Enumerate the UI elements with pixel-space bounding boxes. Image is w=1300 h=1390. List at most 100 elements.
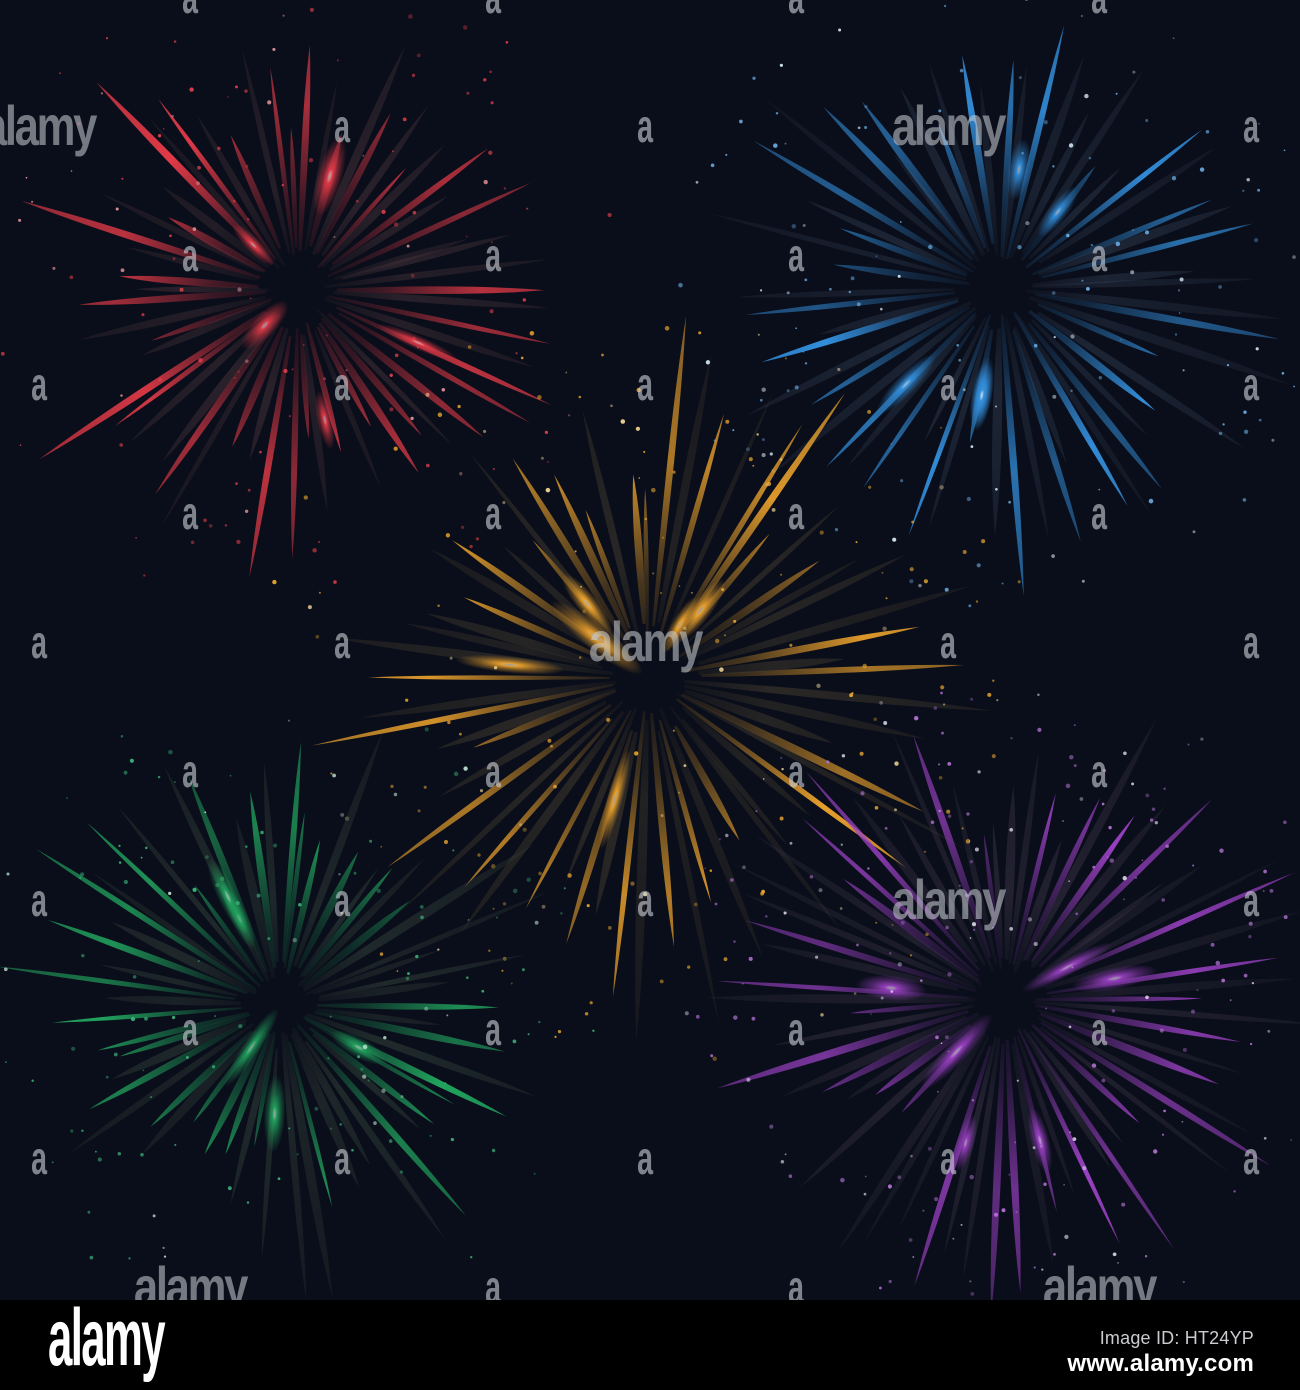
firework-sparkle — [1065, 783, 1071, 789]
firework-sparkle — [1080, 14, 1084, 18]
firework-sparkle — [601, 353, 604, 357]
firework-ray — [305, 1012, 538, 1097]
firework-sparkle — [900, 479, 904, 483]
firework-sparkle — [150, 1096, 153, 1099]
firework-sparkle — [733, 619, 737, 623]
firework-sparkle — [1043, 1182, 1047, 1186]
firework-ray — [341, 234, 511, 280]
firework-sparkle — [129, 758, 134, 763]
firework-sparkle — [725, 153, 728, 156]
firework-ray — [297, 858, 425, 988]
firework-sparkle — [729, 878, 734, 882]
firework-sparkle — [493, 666, 498, 670]
firework-sparkle — [802, 351, 805, 353]
firework-sparkle — [890, 990, 894, 993]
firework-sparkle — [687, 965, 691, 969]
firework-sparkle — [592, 1029, 595, 1032]
firework-sparkle — [394, 353, 399, 358]
firework-sparkle — [933, 706, 938, 710]
firework-gold — [272, 316, 1021, 1061]
firework-sparkle — [405, 698, 409, 702]
firework-sparkle — [51, 1161, 54, 1164]
firework-ray — [135, 286, 269, 293]
firework-ray — [141, 300, 271, 356]
firework-glow — [1071, 964, 1158, 993]
firework-sparkle — [130, 1016, 136, 1022]
firework-sparkle — [1037, 693, 1040, 697]
firework-sparkle — [1068, 1025, 1072, 1029]
firework-sparkle — [544, 430, 549, 435]
firework-sparkle — [117, 1151, 122, 1156]
firework-sparkle — [152, 1214, 156, 1218]
firework-sparkle — [1001, 1208, 1006, 1213]
firework-sparkle — [781, 767, 784, 771]
firework-sparkle — [1149, 818, 1154, 822]
firework-sparkle — [113, 1052, 118, 1057]
firework-sparkle — [3, 967, 8, 972]
firework-ray — [302, 868, 393, 978]
firework-sparkle — [1070, 389, 1073, 392]
firework-glow — [598, 749, 631, 850]
firework-sparkle — [89, 1255, 94, 1260]
firework-sparkle — [234, 377, 236, 379]
firework-sparkle — [369, 839, 373, 843]
firework-sparkle — [1123, 751, 1127, 756]
firework-ray — [980, 84, 999, 256]
firework-ray — [270, 67, 295, 256]
firework-sparkle — [870, 1013, 872, 1015]
firework-sparkle — [941, 731, 944, 735]
firework-sparkle — [339, 1123, 342, 1126]
firework-sparkle — [779, 573, 783, 576]
firework-sparkle — [362, 1074, 367, 1079]
firework-sparkle — [683, 626, 687, 630]
firework-sparkle — [958, 884, 961, 887]
firework-ray — [225, 1033, 271, 1155]
firework-ray — [312, 683, 614, 746]
firework-sparkle — [607, 212, 612, 218]
firework-sparkle — [969, 1280, 972, 1283]
firework-sparkle — [128, 1257, 131, 1260]
firework-sparkle — [244, 89, 248, 93]
firework-sparkle — [519, 823, 523, 827]
firework-ray — [290, 1032, 360, 1188]
firework-ray — [78, 290, 267, 305]
firework-sparkle — [888, 1279, 892, 1284]
firework-sparkle — [192, 227, 197, 231]
firework-sparkle — [6, 872, 10, 876]
firework-sparkle — [643, 450, 646, 453]
firework-sparkle — [1132, 229, 1135, 232]
firework-sparkle — [775, 111, 779, 115]
firework-ray — [311, 45, 406, 256]
firework-ray — [305, 890, 551, 995]
firework-ray — [772, 1004, 974, 1046]
firework-ray — [802, 818, 980, 978]
firework-ray — [732, 862, 974, 986]
firework-sparkle — [466, 91, 470, 95]
firework-sparkle — [759, 398, 763, 402]
firework-ray — [293, 730, 384, 967]
firework-sparkle — [864, 1175, 867, 1178]
firework-ray — [741, 893, 977, 990]
firework-sparkle — [459, 472, 463, 476]
firework-sparkle — [1181, 1120, 1184, 1123]
firework-ray — [1012, 793, 1056, 966]
firework-glow — [241, 300, 289, 350]
firework-sparkle — [947, 1050, 950, 1053]
firework-sparkle — [784, 142, 787, 145]
firework-sparkle — [725, 419, 730, 424]
firework-ray — [683, 689, 833, 744]
firework-sparkle — [867, 409, 872, 414]
firework-sparkle — [1084, 93, 1089, 99]
firework-sparkle — [693, 902, 698, 907]
firework-sparkle — [723, 957, 728, 962]
firework-sparkle — [855, 541, 858, 544]
firework-sparkle — [944, 587, 949, 592]
alamy-url: www.alamy.com — [1067, 1350, 1254, 1377]
firework-ray — [1032, 199, 1212, 276]
firework-ray — [1032, 1000, 1300, 1025]
firework-ray — [683, 684, 925, 739]
firework-sparkle — [162, 127, 165, 130]
firework-sparkle — [913, 715, 919, 721]
firework-sparkle — [31, 200, 34, 203]
